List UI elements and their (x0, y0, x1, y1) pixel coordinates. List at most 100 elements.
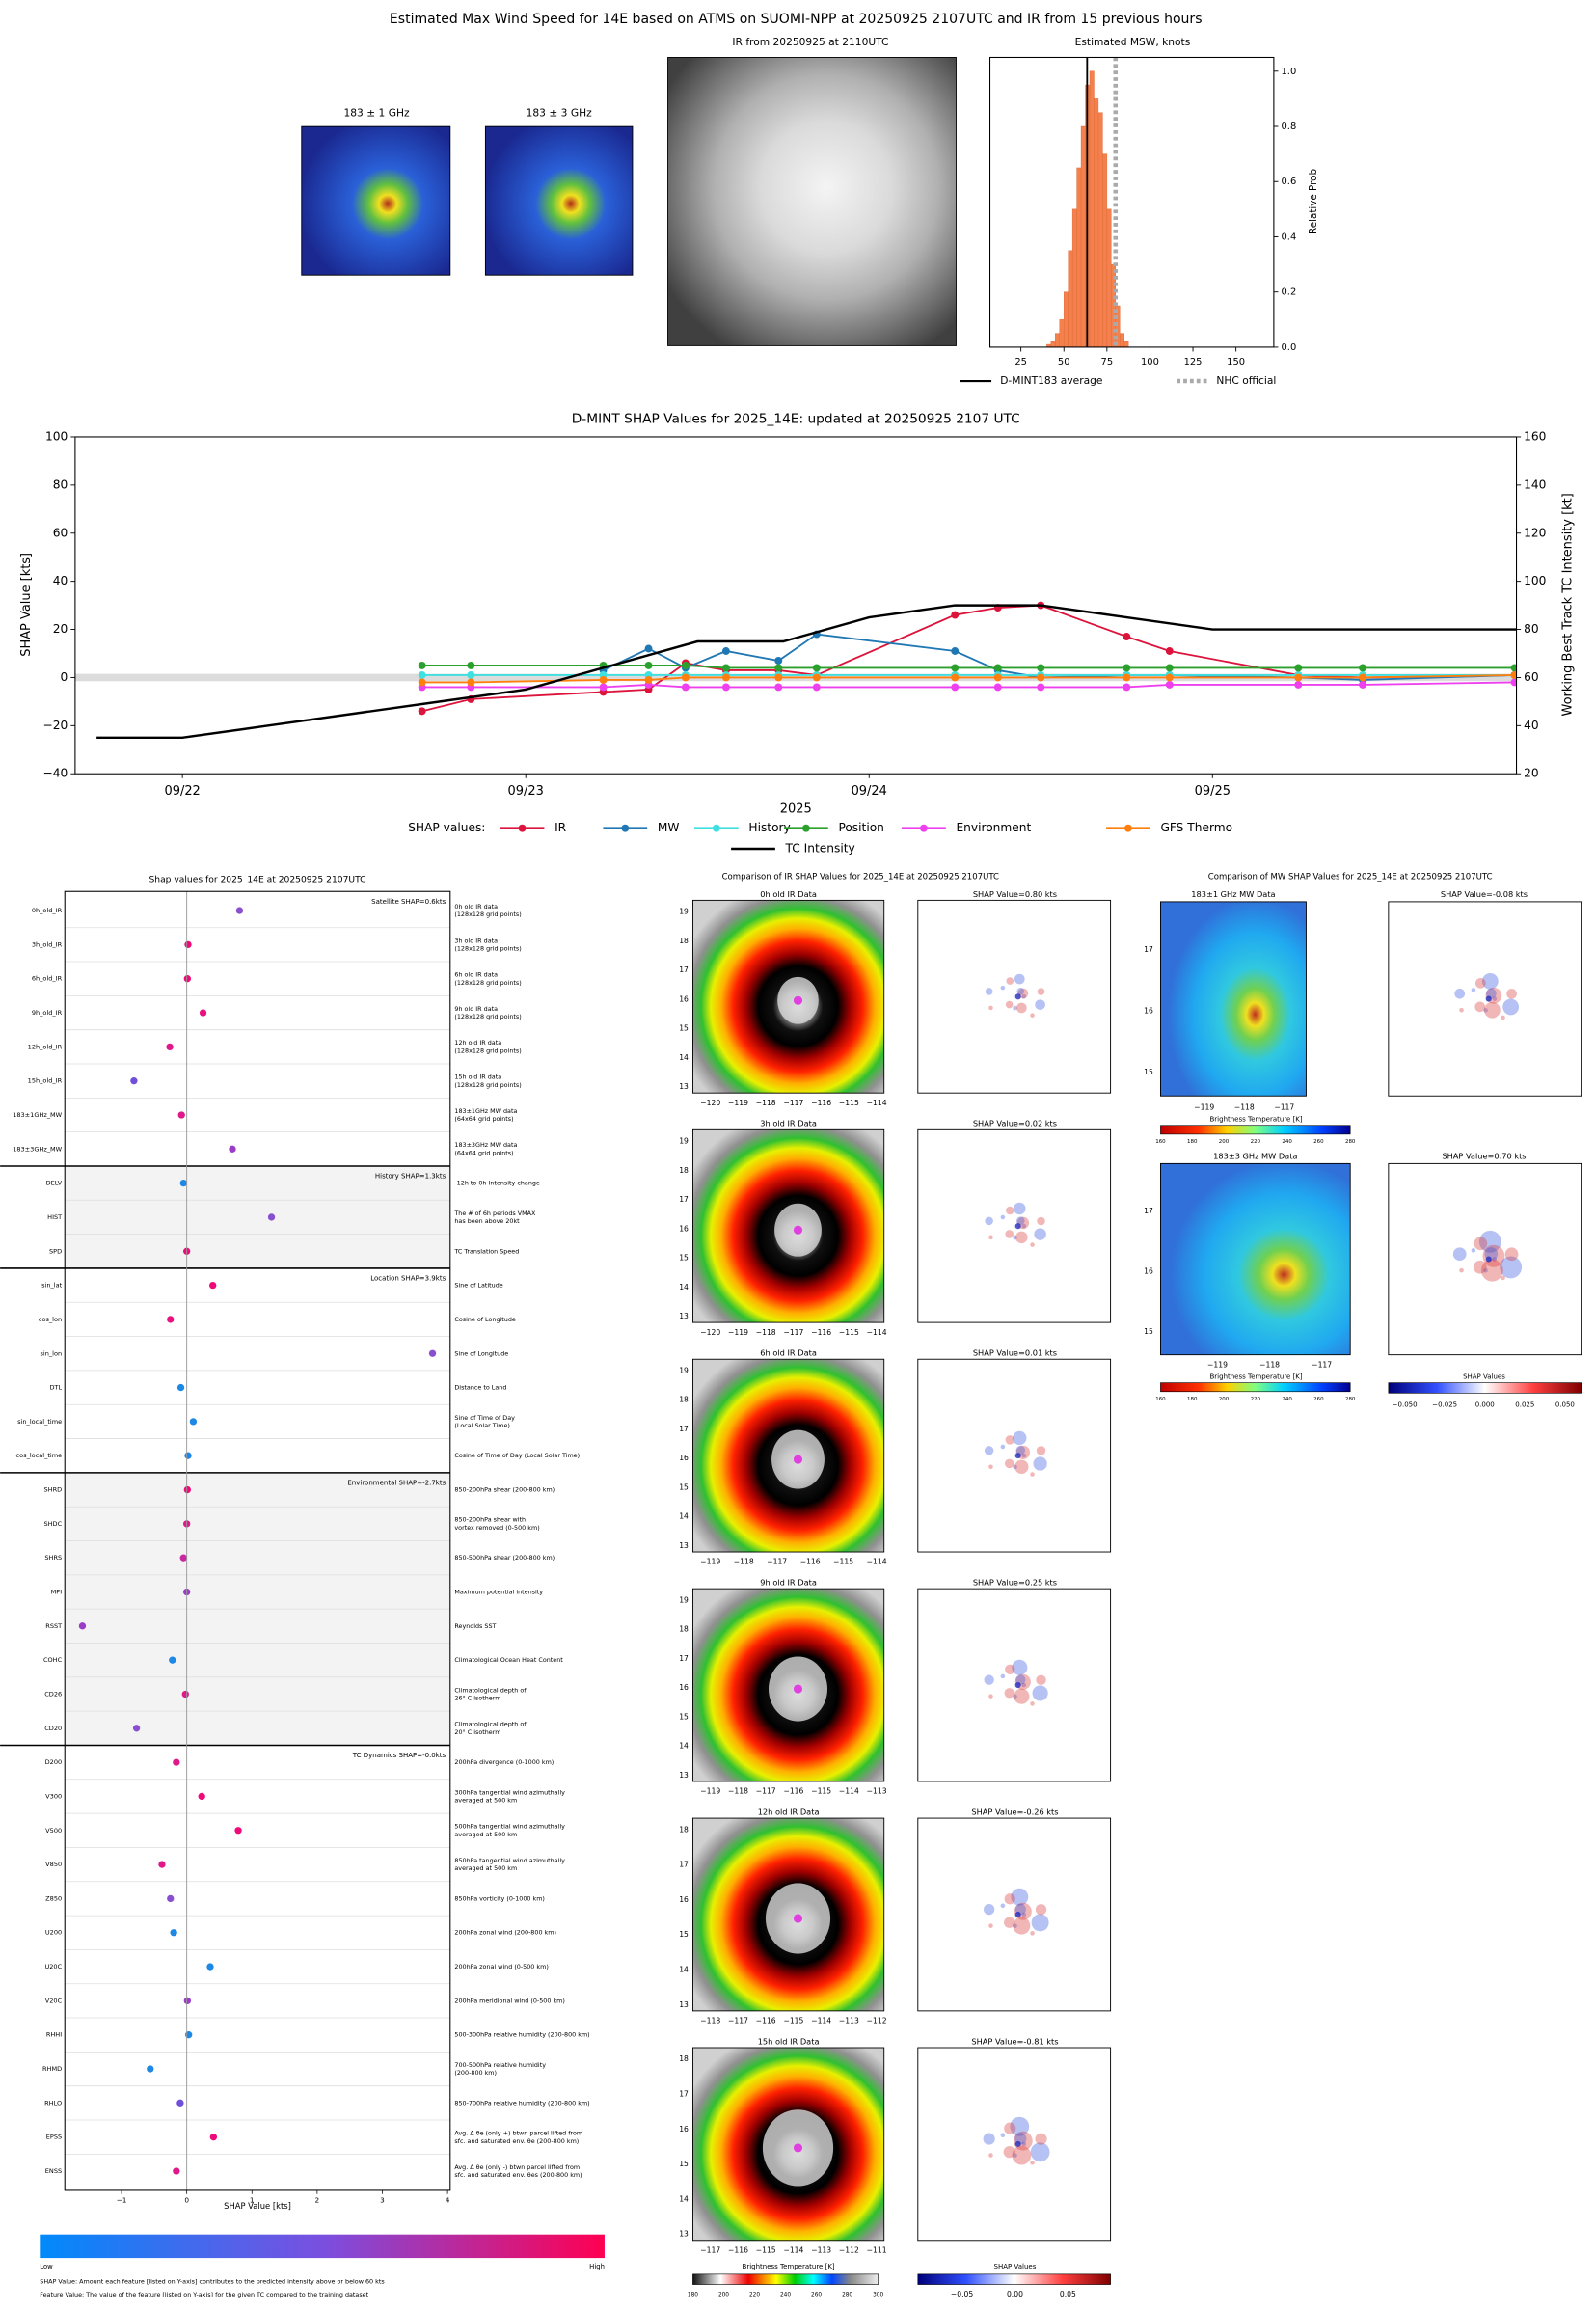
series-marker (951, 673, 960, 682)
shap-dot (173, 1758, 180, 1766)
tick-label: −119 (700, 1787, 720, 1796)
series-marker (467, 670, 475, 679)
shap-blob (1035, 1904, 1047, 1916)
y-tick-label: 20 (53, 622, 68, 636)
legend-swatch-marker (712, 824, 720, 832)
tick-label: 19 (679, 1366, 689, 1374)
feature-description: (200-800 km) (454, 2069, 497, 2077)
series-line (421, 604, 1515, 713)
shap-dot (147, 2065, 154, 2073)
tick-label: 14 (679, 2194, 689, 2203)
y-tick-label: 6h_old_IR (32, 975, 63, 983)
series-marker (721, 683, 730, 692)
tick-label: −0.050 (1393, 1400, 1418, 1409)
series-marker (812, 664, 821, 672)
tick-label: 17 (679, 1861, 689, 1869)
shap-blob (1037, 1216, 1045, 1226)
legend-label: NHC official (1216, 374, 1276, 387)
series-marker (599, 675, 608, 684)
feature-description: (128x128 grid points) (454, 911, 521, 918)
series-marker (1123, 683, 1131, 692)
series-marker (812, 683, 821, 692)
shap-dot (179, 1554, 187, 1562)
feature-description: Avg. Δ θe (only -) btwn parcel lifted fr… (454, 2163, 580, 2171)
group-label: Satellite SHAP=0.6kts (371, 897, 446, 906)
y-tick-label: 0.0 (1282, 342, 1297, 353)
feature-description: averaged at 500 km (454, 1797, 517, 1805)
chart-title: Estimated MSW, knots (1075, 36, 1191, 48)
y-tick-label: 60 (53, 526, 68, 539)
feature-description: (128x128 grid points) (454, 1081, 521, 1089)
tick-label: −119 (728, 1099, 748, 1107)
shap-dot (177, 1111, 185, 1119)
y-tick-label: 183±1GHz_MW (13, 1111, 63, 1119)
shap-dot (184, 1452, 192, 1459)
series-marker (721, 673, 730, 682)
tick-label: −113 (867, 1787, 887, 1796)
shap-blob (1000, 1673, 1006, 1679)
shap-blob (984, 1674, 994, 1685)
tick-label: −119 (700, 1558, 720, 1566)
tick-label: −114 (867, 1558, 887, 1566)
tick-label: 280 (1345, 1397, 1356, 1402)
shap-blob (1013, 1694, 1017, 1699)
series-marker (993, 683, 1002, 692)
feature-description: 26° C isotherm (454, 1695, 500, 1702)
feature-description: -12h to 0h Intensity change (454, 1180, 540, 1187)
feature-description: Climatological depth of (454, 1686, 527, 1694)
image-title: IR from 20250925 at 2110UTC (732, 36, 888, 48)
shap-dot (184, 940, 192, 949)
feature-description: 850hPa tangential wind azimuthally (454, 1857, 565, 1864)
tick-label: −115 (783, 2017, 803, 2026)
shap-blob (988, 1694, 993, 1699)
tick-label: −112 (839, 2245, 859, 2254)
shap-blob (1012, 2145, 1032, 2165)
y-tick-label: SHRD (43, 1486, 62, 1494)
shap-blob (1504, 1247, 1519, 1262)
colorbar-label: High (589, 2263, 605, 2270)
shap-dot (209, 1281, 217, 1290)
panel-subtitle: SHAP Value=-0.81 kts (971, 2036, 1058, 2046)
shap-blob (1000, 985, 1006, 991)
feature-description: 15h old IR data (454, 1074, 501, 1081)
shap-blob (1021, 1912, 1027, 1917)
shap-blob (1454, 988, 1466, 999)
tick-label: −116 (756, 2017, 776, 2026)
series-marker (774, 664, 783, 672)
tick-label: 220 (1251, 1139, 1261, 1145)
y2-tick-label: 100 (1524, 574, 1546, 587)
feature-description: 850-200hPa shear with (454, 1516, 526, 1524)
y-axis-label: SHAP Value [kts] (19, 553, 34, 657)
x-axis-label: 2025 (780, 802, 812, 816)
shap-blob (1471, 988, 1476, 992)
series-marker (1294, 680, 1303, 689)
tick-label: −111 (867, 2245, 887, 2254)
feature-description: 183±3GHz MW data (454, 1141, 517, 1149)
tick-label: −119 (1194, 1102, 1214, 1111)
x-tick-label: 09/24 (852, 784, 887, 799)
y-tick-label: D200 (45, 1758, 63, 1766)
shap-blob (1030, 1013, 1035, 1018)
tick-label: −114 (811, 2017, 831, 2026)
shap-dot (130, 1077, 138, 1085)
eye (793, 1225, 803, 1235)
tick-label: 200 (1219, 1397, 1230, 1402)
tick-label: 18 (679, 2054, 689, 2063)
shap-blob (1030, 1701, 1035, 1706)
shap-dot (170, 1929, 177, 1937)
shap-image (917, 2047, 1112, 2242)
y-tick-label: 0.2 (1282, 287, 1297, 298)
tick-label: 18 (679, 1166, 689, 1175)
shap-dot (78, 1622, 87, 1630)
feature-description: Climatological Ocean Heat Content (454, 1656, 563, 1664)
shap-blob (988, 1923, 993, 1928)
shap-dot (199, 1009, 207, 1017)
shap-blob (1013, 1430, 1027, 1446)
series-marker (1123, 664, 1131, 672)
bar (1071, 208, 1077, 348)
series-marker (644, 644, 653, 653)
feature-description: Cosine of Longitude (454, 1316, 516, 1323)
tick-label: −118 (756, 1328, 776, 1337)
tick-label: −115 (811, 1787, 831, 1796)
